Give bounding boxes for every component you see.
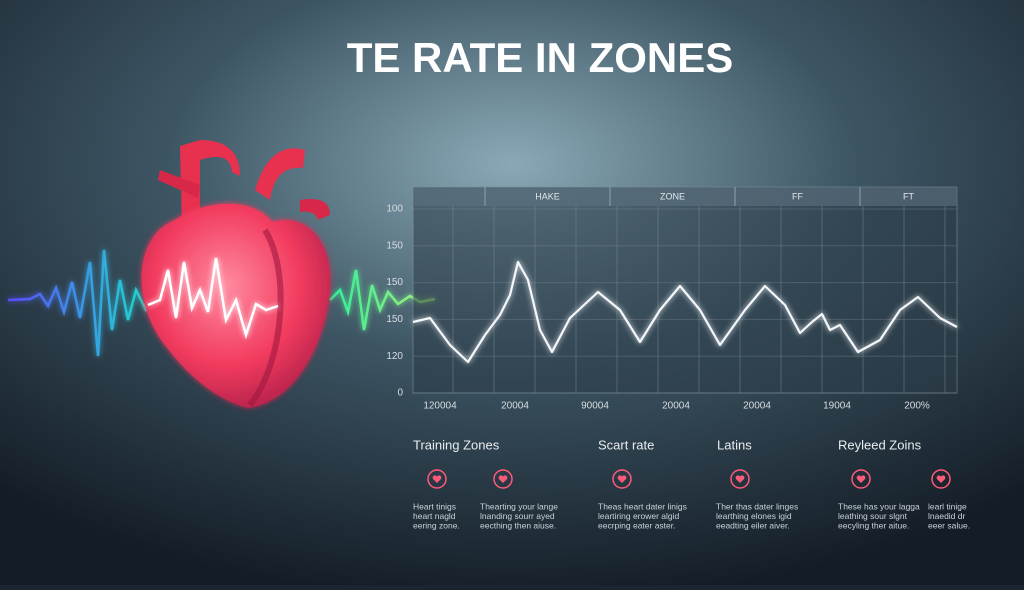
note-text: eecthing then aiuse.: [480, 520, 556, 530]
heart-glyph: [432, 475, 442, 483]
note-text: These has your lagga: [838, 501, 920, 511]
x-label: 20004: [743, 401, 771, 412]
x-label: 200%: [904, 401, 930, 412]
note-text: eeadting eiler aiver.: [716, 520, 790, 530]
section-heading: Reyleed Zoins: [838, 437, 922, 452]
heart-icon: [851, 469, 871, 489]
heart-icon: [427, 469, 447, 489]
note-text: Thearting your lange: [480, 501, 558, 511]
title: TE RATE IN ZONES: [347, 34, 734, 81]
heart-glyph: [856, 475, 866, 483]
note-text: heart nagld: [413, 511, 456, 521]
heart-illustration: [7, 140, 436, 408]
x-label: 90004: [581, 401, 609, 412]
note-text: eeer salue.: [928, 520, 970, 530]
column-header: FF: [792, 191, 803, 201]
column-header: HAKE: [535, 191, 560, 201]
x-label: 19004: [823, 401, 851, 412]
column-header: ZONE: [660, 191, 685, 201]
note-text: eecrping eater aster.: [598, 520, 676, 530]
heart-glyph: [735, 475, 745, 483]
note-text: leartiring erower algid: [598, 511, 680, 521]
x-label: 20004: [501, 401, 529, 412]
trend-line: [412, 260, 958, 364]
heart-icon: [612, 469, 632, 489]
heart-icon: [493, 469, 513, 489]
note-text: learl tinige: [928, 501, 967, 511]
header-row: [413, 187, 957, 206]
note-text: leathing sour slgnt: [838, 511, 908, 521]
note-text: Theas heart dater linigs: [598, 501, 687, 511]
chart-panel: HAKE ZONE FF FT 100 150 150 150 120 0 120004 20004 9…: [386, 186, 958, 412]
y-label: 120: [386, 351, 403, 362]
panel-frame: [412, 186, 958, 394]
heart-icon: [730, 469, 750, 489]
heart-glyph: [498, 475, 508, 483]
note-text: Heart tinigs: [413, 501, 456, 511]
note-text: eecyling ther aitue.: [838, 520, 909, 530]
heart-icon: [931, 469, 951, 489]
y-label: 100: [386, 204, 403, 215]
y-label: 150: [386, 277, 403, 288]
note-text: lnanding sourr ayed: [480, 511, 555, 521]
note-text: learthing elones igid: [716, 511, 792, 521]
section-heading: Training Zones: [413, 437, 500, 452]
note-text: eering zone.: [413, 520, 460, 530]
heart-glyph: [936, 475, 946, 483]
note-text: lnaedid dr: [928, 511, 966, 521]
y-label: 0: [397, 388, 403, 399]
section-heading: Latins: [717, 437, 752, 452]
y-label: 150: [386, 314, 403, 325]
column-header: FT: [903, 191, 914, 201]
y-label: 150: [386, 240, 403, 251]
section-heading: Scart rate: [598, 437, 654, 452]
x-label: 120004: [423, 401, 457, 412]
x-label: 20004: [662, 401, 690, 412]
note-text: Ther thas dater linges: [716, 501, 798, 511]
heart-glyph: [617, 475, 627, 483]
